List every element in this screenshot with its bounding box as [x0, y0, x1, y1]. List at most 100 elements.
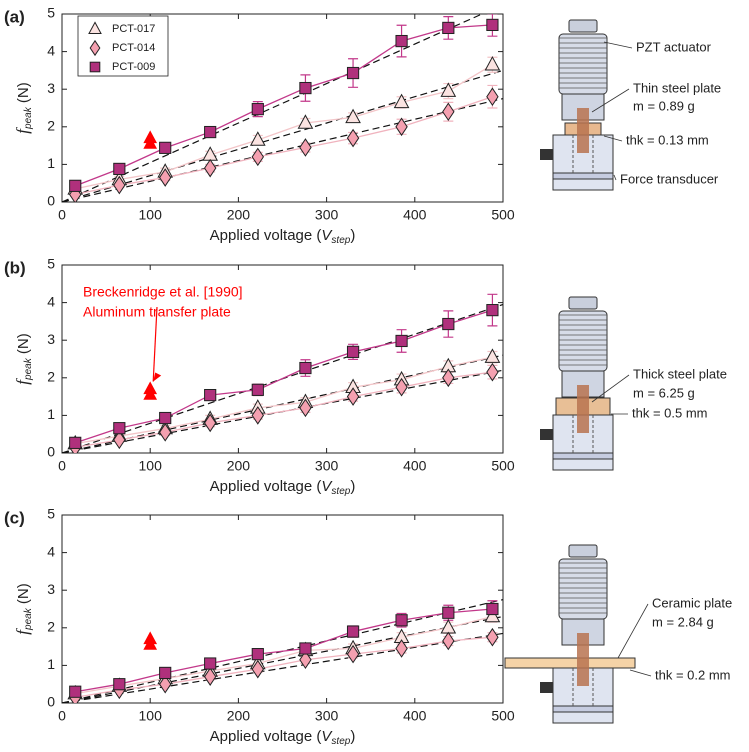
stud: [577, 633, 589, 686]
marker-diamond: [442, 631, 455, 651]
series-line: [75, 356, 493, 445]
leader-line: [591, 88, 630, 113]
plot-frame: [61, 13, 504, 203]
marker-square: [251, 383, 264, 396]
x-tick-label: 400: [403, 708, 427, 724]
x-tick-label: 400: [403, 207, 427, 223]
leader-line: [617, 603, 649, 659]
trend-line: [62, 14, 484, 202]
diagram-label: thk = 0.13 mm: [626, 132, 709, 147]
x-tick-label: 100: [139, 207, 163, 223]
x-tick-label: 200: [227, 458, 251, 474]
actuator-cap: [568, 544, 598, 558]
marker-square: [395, 34, 408, 48]
x-axis-label-part: V: [321, 478, 333, 495]
marker-square: [486, 602, 499, 616]
marker-diamond: [251, 406, 265, 425]
connector: [540, 429, 553, 440]
stud: [577, 385, 589, 433]
marker-diamond: [203, 158, 217, 178]
y-tick-label: 2: [47, 369, 55, 385]
x-axis-label-part: step: [331, 486, 350, 497]
marker-square: [395, 614, 408, 627]
plot-area: [62, 599, 503, 703]
marker-diamond: [395, 639, 408, 658]
x-tick-label: 100: [139, 708, 163, 724]
marker-diamond: [203, 667, 217, 686]
y-tick-label: 5: [47, 256, 55, 272]
leader-line: [613, 174, 617, 181]
marker-square: [113, 162, 126, 176]
marker-square: [204, 388, 217, 402]
x-axis-label-part: Applied voltage (: [210, 227, 322, 244]
marker-diamond: [395, 117, 408, 137]
marker-triangle: [484, 56, 501, 71]
marker-square: [486, 18, 499, 32]
y-tick-label: 3: [47, 331, 55, 347]
x-tick-label: 0: [58, 207, 66, 223]
y-tick-label: 1: [47, 406, 55, 422]
marker-diamond: [158, 423, 172, 442]
y-axis-label-part: f: [13, 127, 32, 134]
legend-marker: [88, 21, 102, 34]
device-illustration: [540, 19, 614, 191]
leader-line: [603, 41, 633, 49]
marker-square: [69, 436, 82, 449]
x-tick-label: 500: [491, 458, 515, 474]
x-axis-label: Applied voltage (Vstep): [210, 227, 356, 246]
y-tick-label: 5: [47, 506, 55, 522]
y-axis-label-part: f: [13, 378, 32, 385]
series-line: [75, 371, 493, 449]
marker-triangle: [393, 93, 410, 109]
marker-diamond: [251, 659, 265, 679]
x-axis-label-part: ): [350, 227, 355, 244]
y-tick-label: 3: [47, 80, 55, 96]
y-axis-label: fpeak (N): [13, 82, 34, 133]
marker-triangle: [440, 82, 457, 97]
diagram-label: PZT actuator: [636, 39, 712, 54]
diagram-label: Thick steel plate: [633, 366, 727, 381]
reference-point: [143, 381, 158, 395]
ceramic-plate: [504, 657, 636, 669]
y-axis-label: fpeak (N): [13, 583, 34, 634]
marker-diamond: [486, 627, 499, 647]
marker-square: [159, 411, 172, 425]
series-line: [75, 96, 493, 196]
marker-square: [346, 625, 360, 638]
y-axis-label-part: (N): [15, 333, 32, 358]
marker-diamond: [395, 377, 408, 397]
x-tick-label: 100: [139, 458, 163, 474]
marker-triangle: [345, 108, 361, 124]
marker-diamond: [251, 147, 265, 167]
x-tick-label: 500: [491, 207, 515, 223]
y-tick-label: 2: [47, 118, 55, 134]
connector: [540, 682, 553, 693]
marker-diamond: [113, 175, 126, 195]
device-illustration: [540, 296, 614, 471]
marker-diamond: [442, 102, 455, 122]
marker-square: [113, 422, 126, 435]
marker-diamond: [346, 644, 360, 664]
leader-line: [629, 669, 652, 677]
diagram-label: Ceramic plate: [652, 595, 732, 610]
series-line: [74, 24, 493, 187]
x-tick-label: 200: [227, 207, 251, 223]
x-tick-label: 500: [491, 708, 515, 724]
leader-line: [603, 135, 623, 142]
panel-label: (c): [4, 508, 25, 527]
marker-diamond: [299, 138, 312, 157]
x-tick-label: 300: [315, 207, 339, 223]
marker-square: [395, 334, 408, 348]
x-tick-label: 0: [58, 458, 66, 474]
actuator-cap: [568, 296, 598, 310]
reference-point: [143, 130, 158, 144]
marker-diamond: [442, 368, 455, 388]
trend-line: [62, 69, 503, 202]
x-tick-label: 200: [227, 708, 251, 724]
x-axis-label-part: step: [331, 736, 350, 747]
marker-diamond: [346, 128, 360, 148]
series-line: [75, 615, 493, 695]
marker-square: [251, 648, 264, 661]
x-axis-label-part: ): [350, 728, 355, 745]
